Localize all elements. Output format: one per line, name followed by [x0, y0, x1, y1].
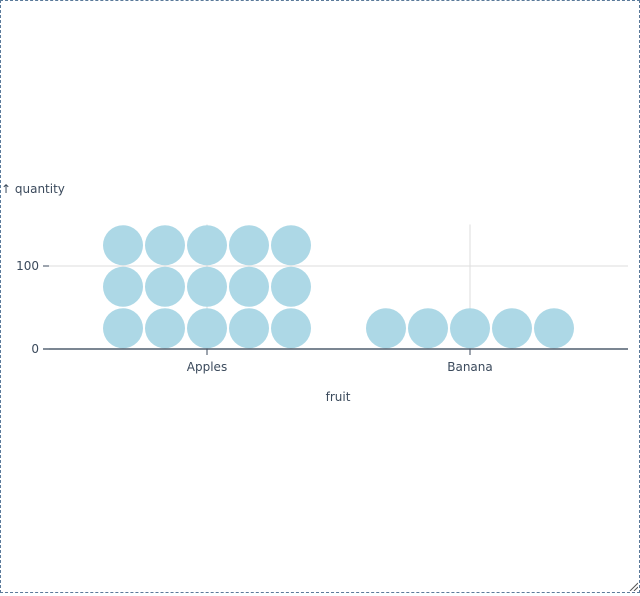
- x-tick-label: Banana: [447, 360, 493, 374]
- waffle-cell-apples: [187, 225, 227, 266]
- waffle-cell-apples: [145, 225, 185, 266]
- waffle-cell-banana: [450, 308, 490, 349]
- waffle-cell-apples: [103, 225, 143, 266]
- waffle-cell-apples: [103, 266, 143, 307]
- y-axis-label: ↑ quantity: [1, 182, 65, 196]
- waffle-cell-banana: [534, 308, 574, 349]
- waffle-cell-apples: [271, 266, 311, 307]
- waffle-cell-apples: [187, 266, 227, 307]
- waffle-cell-apples: [145, 266, 185, 307]
- waffle-cell-apples: [271, 225, 311, 266]
- waffle-cell-apples: [187, 308, 227, 349]
- waffle-cell-apples: [103, 308, 143, 349]
- waffle-cell-banana: [492, 308, 532, 349]
- waffle-cell-banana: [408, 308, 448, 349]
- waffle-cell-banana: [366, 308, 406, 349]
- waffle-cell-apples: [271, 308, 311, 349]
- y-tick-label: 100: [16, 259, 39, 273]
- x-tick-label: Apples: [187, 360, 227, 374]
- x-axis-label: fruit: [326, 390, 351, 404]
- waffle-cell-apples: [229, 266, 269, 307]
- y-tick-label: 0: [31, 342, 39, 356]
- waffle-cell-apples: [145, 308, 185, 349]
- waffle-cell-apples: [229, 308, 269, 349]
- resize-handle-icon[interactable]: [628, 581, 638, 591]
- waffle-cell-apples: [229, 225, 269, 266]
